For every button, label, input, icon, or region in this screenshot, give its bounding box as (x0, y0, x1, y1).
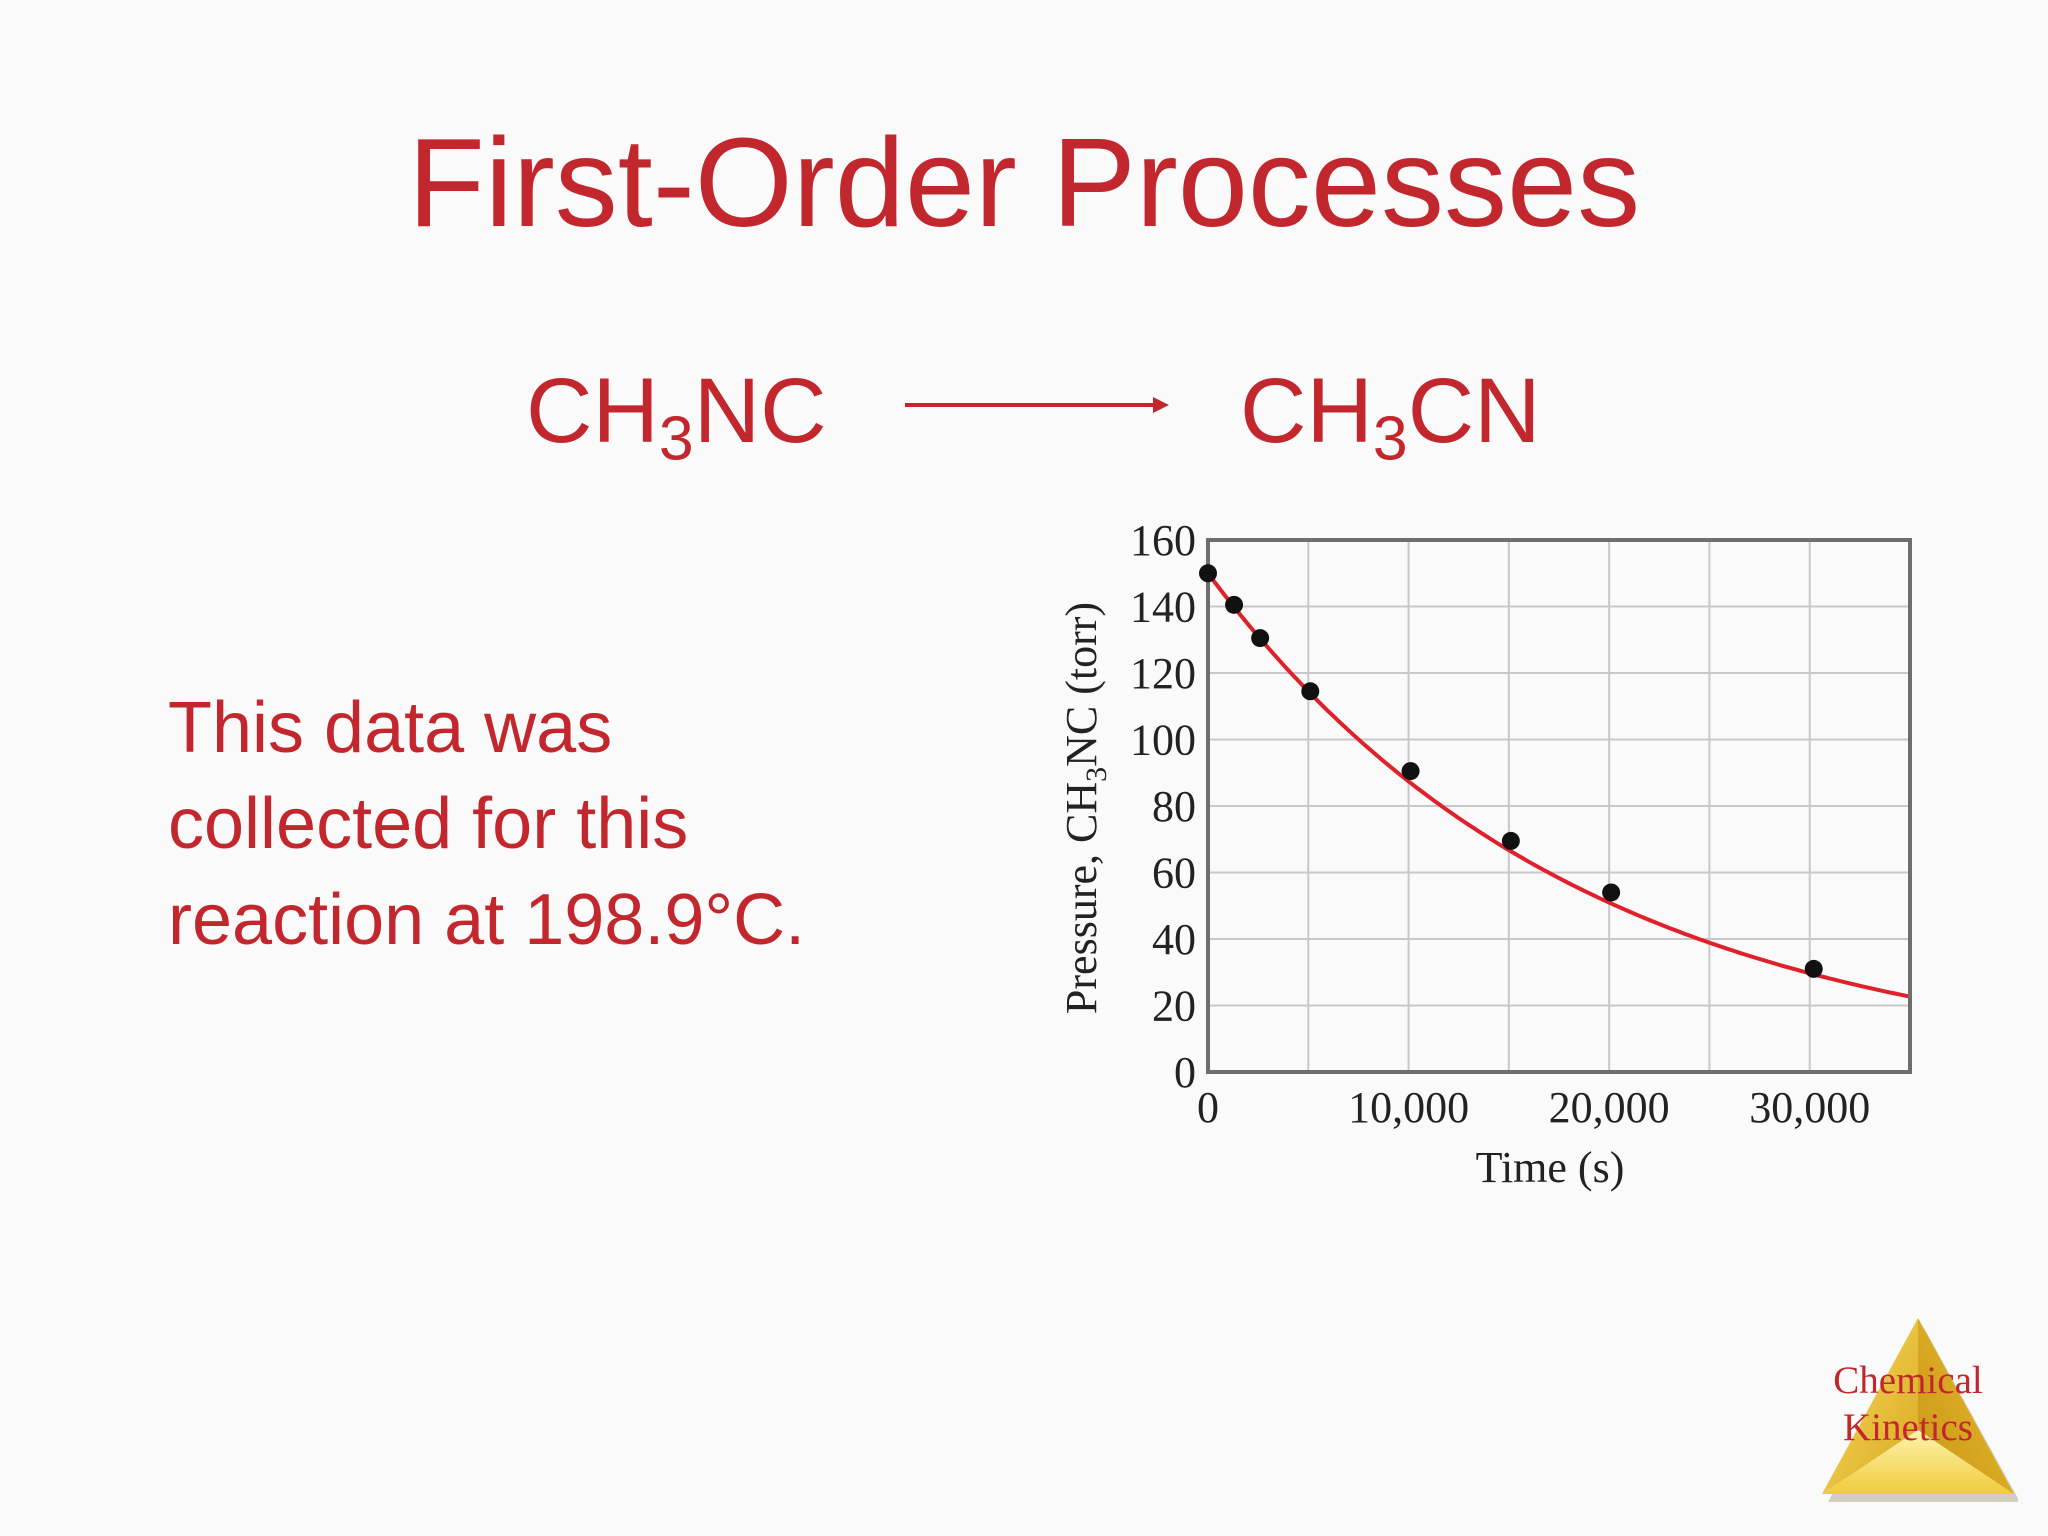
reactant-subscript: 3 (658, 403, 694, 474)
description-line: collected for this (168, 784, 689, 864)
data-point (1804, 959, 1823, 978)
x-tick-label: 10,000 (1348, 1083, 1469, 1132)
reactant-base: CH (526, 360, 659, 462)
y-tick-label: 160 (1130, 516, 1196, 565)
x-axis-label: Time (s) (1476, 1143, 1625, 1192)
x-tick-label: 0 (1197, 1083, 1219, 1132)
y-tick-label: 100 (1130, 716, 1196, 765)
product-base: CH (1240, 360, 1373, 462)
chemical-kinetics-logo-icon (1822, 1318, 2018, 1502)
data-points (1199, 564, 1823, 978)
y-tick-labels: 0 20 40 60 80 100 120 140 160 (1130, 516, 1196, 1097)
product-rest: CN (1407, 360, 1541, 462)
data-point (1199, 564, 1217, 583)
description-text: This data was collected for this reactio… (168, 680, 948, 968)
plot-frame (1206, 538, 1912, 1074)
product-formula: CH3CN (1240, 365, 1541, 470)
x-tick-label: 30,000 (1749, 1083, 1870, 1132)
chart-grid (1208, 540, 1910, 1072)
y-tick-label: 140 (1130, 583, 1196, 632)
x-tick-labels: 0 10,000 20,000 30,000 (1197, 1083, 1870, 1132)
product-subscript: 3 (1372, 403, 1408, 474)
fit-curve (1206, 572, 1911, 999)
logo-text-line: Chemical (1833, 1359, 1983, 1402)
y-axis-label-subscript: 3 (1080, 767, 1113, 782)
y-axis-label: Pressure, CH3NC (torr) (1057, 602, 1113, 1014)
slide-title: First-Order Processes (407, 112, 1641, 253)
y-tick-label: 60 (1152, 849, 1196, 898)
data-point (1401, 762, 1420, 781)
reactant-formula: CH3NC (526, 365, 827, 470)
data-point (1251, 629, 1270, 648)
y-tick-label: 20 (1152, 982, 1196, 1031)
logo-text-line: Kinetics (1843, 1406, 1973, 1449)
y-tick-label: 80 (1152, 782, 1196, 831)
data-point (1602, 883, 1621, 902)
data-point (1501, 831, 1520, 850)
y-tick-label: 40 (1152, 915, 1196, 964)
reactant-rest: NC (693, 360, 827, 462)
y-tick-label: 120 (1130, 649, 1196, 698)
y-axis-label-part: Pressure, CH (1057, 782, 1106, 1014)
x-tick-label: 20,000 (1549, 1083, 1670, 1132)
data-point (1301, 682, 1320, 701)
y-axis-label-part: NC (torr) (1057, 602, 1106, 767)
description-line: reaction at 198.9°C. (168, 880, 806, 960)
reaction-arrow-icon (905, 397, 1169, 413)
y-tick-label: 0 (1174, 1048, 1196, 1097)
description-line: This data was (168, 688, 613, 768)
data-point (1225, 595, 1244, 614)
